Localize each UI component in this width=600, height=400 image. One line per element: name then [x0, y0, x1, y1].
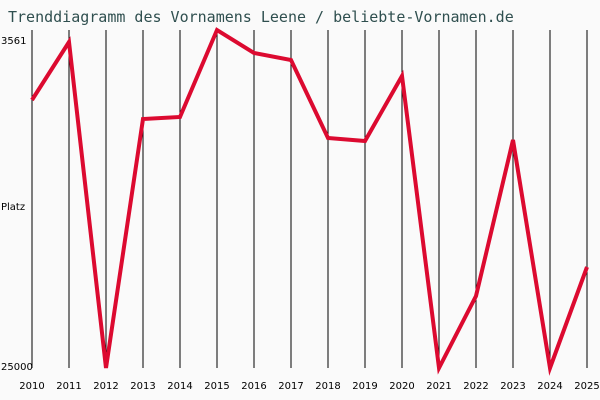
- x-tick-label: 2016: [241, 381, 267, 392]
- x-tick-label: 2019: [352, 381, 378, 392]
- x-tick-label: 2018: [315, 381, 341, 392]
- trend-line: [30, 27, 589, 376]
- x-tick-label: 2014: [167, 381, 193, 392]
- x-tick-label: 2017: [278, 381, 304, 392]
- chart-title: Trenddiagramm des Vornamens Leene / beli…: [8, 8, 514, 26]
- x-tick-label: 2020: [389, 381, 415, 392]
- x-tick-label: 2010: [19, 381, 45, 392]
- x-tick-label: 2023: [500, 381, 526, 392]
- x-tick-label: 2012: [93, 381, 119, 392]
- x-tick-label: 2022: [463, 381, 489, 392]
- y-axis-label: Platz: [1, 202, 26, 213]
- x-tick-label: 2011: [56, 381, 82, 392]
- y-axis-top-label: 3561: [1, 36, 27, 47]
- y-axis-bottom-label: 25000: [1, 362, 33, 373]
- x-tick-label: 2013: [130, 381, 156, 392]
- x-tick-label: 2024: [537, 381, 563, 392]
- x-tick-label: 2021: [426, 381, 452, 392]
- x-tick-label: 2015: [204, 381, 230, 392]
- x-tick-label: 2025: [574, 381, 600, 392]
